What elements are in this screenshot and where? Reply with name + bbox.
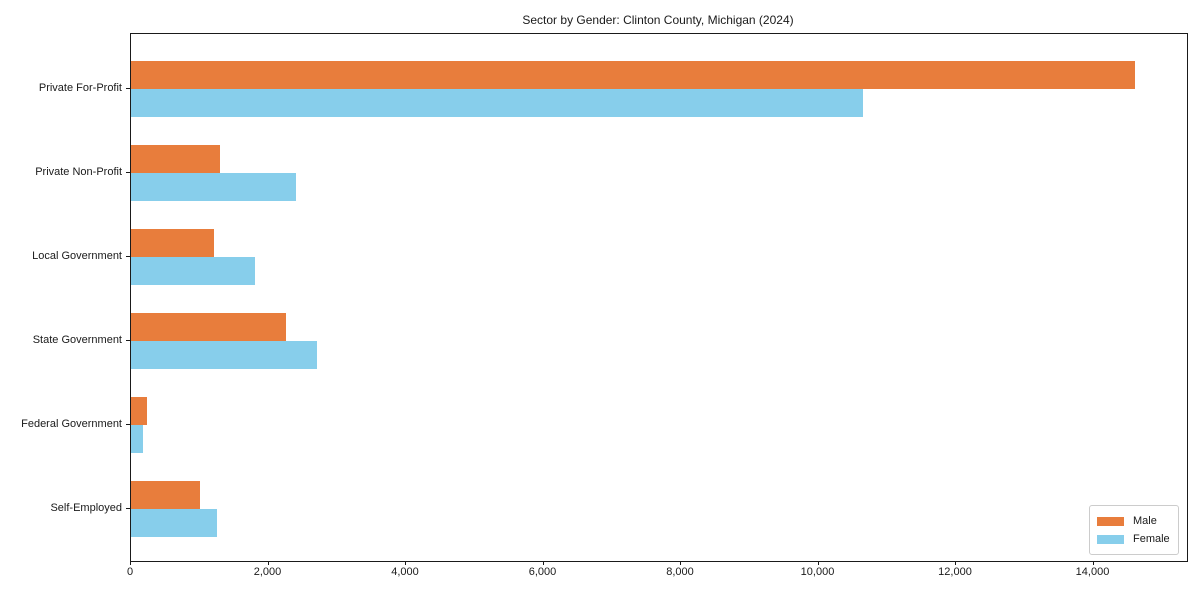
x-tick-label-6-000: 6,000 (528, 566, 557, 578)
bar-female-state-government (131, 341, 317, 369)
x-tick-mark (1092, 561, 1094, 565)
y-tick-mark (126, 424, 130, 425)
legend-label-female: Female (1133, 533, 1170, 545)
bar-female-local-government (131, 257, 255, 285)
x-tick-label-12-000: 12,000 (938, 566, 972, 578)
x-tick-label-4-000: 4,000 (391, 566, 419, 578)
bar-male-self-employed (131, 481, 200, 509)
bar-female-private-for-profit (131, 89, 863, 117)
x-tick-label-10-000: 10,000 (800, 566, 835, 578)
y-tick-mark (126, 88, 130, 89)
bar-female-self-employed (131, 509, 217, 537)
x-tick-label-14-000: 14,000 (1075, 566, 1110, 578)
y-tick-label-self-employed: Self-Employed (50, 502, 122, 514)
legend: Male Female (1089, 505, 1179, 555)
x-tick-mark (405, 561, 406, 565)
y-tick-label-private-non-profit: Private Non-Profit (35, 166, 122, 178)
bar-male-private-for-profit (131, 61, 1135, 89)
bar-male-federal-government (131, 397, 147, 425)
bar-male-local-government (131, 229, 214, 257)
x-tick-mark (267, 561, 269, 565)
chart-title: Sector by Gender: Clinton County, Michig… (522, 13, 794, 27)
y-tick-label-private-for-profit: Private For-Profit (38, 82, 122, 94)
x-tick-label-8-000: 8,000 (666, 566, 694, 578)
x-tick-label-0: 0 (126, 566, 134, 578)
y-tick-label-federal-government: Federal Government (21, 418, 122, 430)
y-tick-mark (126, 172, 130, 173)
y-tick-mark (126, 508, 130, 509)
bar-male-private-non-profit (131, 145, 220, 173)
y-tick-mark (126, 256, 130, 257)
legend-swatch-female (1097, 534, 1124, 544)
bar-male-state-government (131, 313, 286, 341)
x-tick-mark (817, 561, 819, 565)
x-tick-mark (680, 561, 681, 565)
x-tick-label-2-000: 2,000 (253, 566, 282, 578)
legend-label-male: Male (1133, 515, 1157, 527)
legend-entry-female: Female (1097, 533, 1171, 545)
x-tick-mark (130, 561, 131, 565)
legend-swatch-male (1097, 516, 1124, 526)
bar-female-private-non-profit (131, 173, 296, 201)
y-tick-mark (126, 340, 130, 341)
plot-area (130, 33, 1188, 562)
x-tick-mark (542, 561, 544, 565)
bar-female-federal-government (131, 425, 143, 453)
x-tick-mark (955, 561, 956, 565)
legend-entry-male: Male (1097, 515, 1171, 527)
y-tick-label-local-government: Local Government (32, 250, 122, 262)
y-tick-label-state-government: State Government (32, 334, 122, 346)
